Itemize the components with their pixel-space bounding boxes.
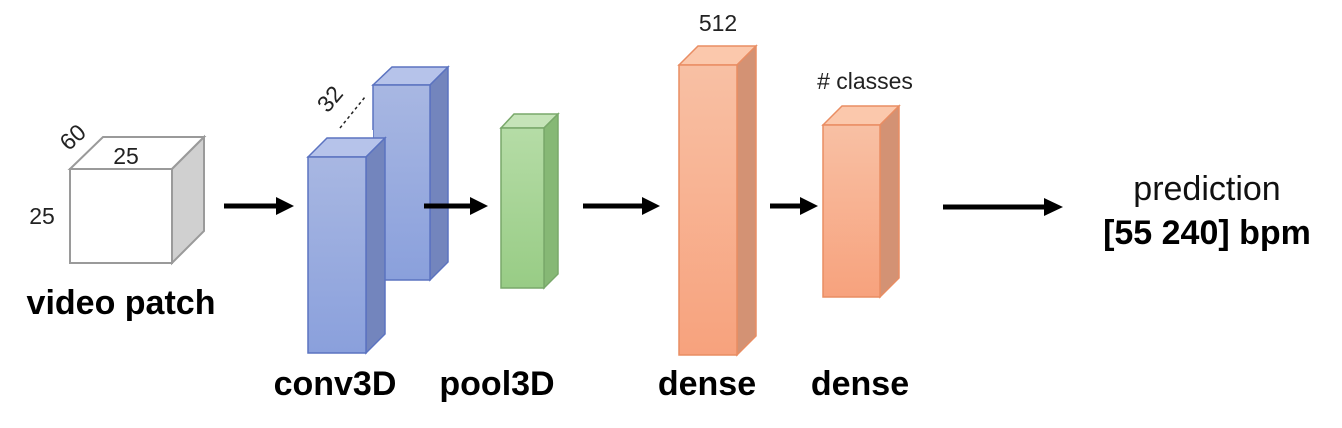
arrow-conv-to-pool	[424, 197, 488, 215]
arrow-pool-to-dense	[583, 197, 660, 215]
pool-front	[500, 127, 545, 289]
conv-filters-label: 32	[312, 81, 348, 117]
cube-front-face	[69, 168, 173, 264]
dense-512-label: dense	[658, 365, 756, 403]
dense2-front	[822, 124, 881, 298]
cube-width-label: 25	[113, 143, 139, 169]
arrow-dense-to-dense	[770, 197, 818, 215]
video-patch-label: video patch	[27, 284, 216, 322]
dense1-side	[736, 44, 757, 357]
conv3d-block-front	[306, 136, 387, 355]
conv-front-front	[307, 156, 367, 354]
cube-height-label: 25	[29, 203, 55, 229]
pool3d-label: pool3D	[439, 365, 554, 403]
dense-512-units-label: 512	[699, 10, 737, 36]
prediction-range: [55 240] bpm	[1103, 214, 1311, 252]
conv-back-side	[429, 65, 449, 282]
video-patch-cube	[67, 134, 207, 266]
conv3d-label: conv3D	[274, 365, 397, 403]
prediction-title: prediction	[1133, 170, 1280, 208]
arrow-dense-to-prediction	[943, 198, 1063, 216]
dense-classes-block	[821, 104, 901, 299]
pool-side	[543, 112, 559, 290]
conv-front-side	[365, 136, 386, 355]
dense1-front	[678, 64, 738, 356]
dense-classes-units-label: # classes	[817, 68, 913, 94]
dense2-side	[879, 104, 900, 299]
arrow-input-to-conv	[224, 197, 294, 215]
conv-filters-dashed-line	[339, 96, 366, 129]
cube-depth-label: 60	[54, 119, 90, 155]
pool3d-block	[499, 112, 560, 290]
dense-classes-label: dense	[811, 365, 909, 403]
dense-512-block	[677, 44, 758, 357]
